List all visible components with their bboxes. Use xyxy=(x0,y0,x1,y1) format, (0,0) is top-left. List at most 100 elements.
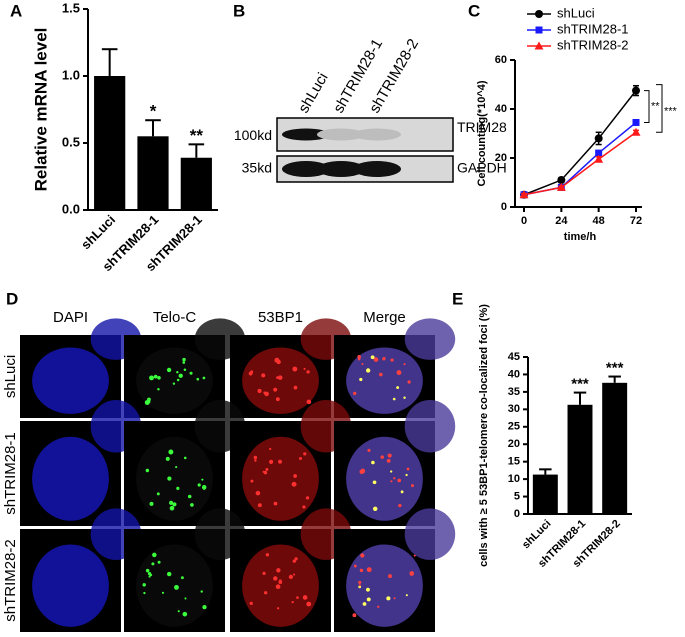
focus xyxy=(382,357,386,361)
y-tick-label: 1.5 xyxy=(62,0,80,15)
blot-band xyxy=(282,161,330,177)
focus xyxy=(182,357,186,362)
focus xyxy=(293,385,298,390)
y-tick-label: 40 xyxy=(495,103,507,115)
focus xyxy=(157,560,161,564)
y-tick-label: 45 xyxy=(508,351,520,363)
blot-band xyxy=(317,128,365,141)
focus xyxy=(182,611,188,617)
channel-label: 53BP1 xyxy=(258,309,303,326)
nucleus xyxy=(346,436,423,521)
focus xyxy=(273,576,278,581)
focus xyxy=(177,610,180,613)
bracket xyxy=(644,90,650,123)
focus xyxy=(178,373,183,378)
focus xyxy=(360,468,366,474)
focus xyxy=(386,458,391,463)
marker xyxy=(557,176,566,185)
y-tick-label: 20 xyxy=(495,152,507,164)
focus xyxy=(276,607,280,610)
focus xyxy=(276,376,279,380)
focus xyxy=(157,376,161,380)
focus xyxy=(182,361,186,364)
legend-label: shTRIM28-1 xyxy=(557,21,629,36)
y-tick-label: 0.5 xyxy=(62,134,80,149)
focus xyxy=(406,467,410,471)
focus xyxy=(264,391,269,397)
focus xyxy=(302,505,306,509)
legend-label: shLuci xyxy=(557,5,595,20)
focus xyxy=(366,567,372,573)
focus xyxy=(262,470,265,473)
focus xyxy=(197,483,201,487)
focus xyxy=(366,597,371,602)
blot-band xyxy=(353,128,401,141)
focus xyxy=(142,583,146,587)
focus xyxy=(253,455,258,460)
focus xyxy=(292,559,297,563)
protein-label: TRIM28 xyxy=(457,119,507,135)
focus xyxy=(276,568,281,573)
focus xyxy=(357,357,361,361)
focus xyxy=(278,459,282,464)
y-tick-label: 40 xyxy=(508,368,520,380)
focus xyxy=(201,478,204,481)
focus xyxy=(407,380,411,384)
focus xyxy=(352,613,357,618)
channel-label: Merge xyxy=(363,309,406,326)
condition-label: shLuci xyxy=(2,355,19,398)
bar xyxy=(567,404,593,514)
panel-letter: B xyxy=(233,1,245,20)
bar xyxy=(532,474,558,514)
focus xyxy=(273,501,278,506)
marker xyxy=(594,134,603,143)
focus xyxy=(176,378,180,382)
nucleus xyxy=(404,508,456,560)
focus xyxy=(189,371,193,375)
annotation: *** xyxy=(664,105,678,117)
focus xyxy=(291,481,297,487)
focus xyxy=(167,476,172,481)
focus xyxy=(413,554,416,557)
focus xyxy=(306,399,312,405)
focus xyxy=(149,501,154,506)
focus xyxy=(254,459,257,462)
focus xyxy=(176,486,180,490)
focus xyxy=(357,354,361,359)
focus xyxy=(149,375,154,381)
focus xyxy=(396,370,402,375)
focus xyxy=(358,580,362,584)
focus xyxy=(157,387,160,391)
focus xyxy=(373,357,379,362)
nucleus xyxy=(136,347,213,414)
marker xyxy=(632,86,640,95)
focus xyxy=(261,373,266,378)
focus xyxy=(151,562,155,566)
focus xyxy=(183,456,187,460)
y-tick-label: 15 xyxy=(508,456,520,468)
focus xyxy=(298,456,303,461)
focus xyxy=(184,597,187,600)
focus xyxy=(277,375,283,380)
focus xyxy=(305,496,310,500)
focus xyxy=(161,591,165,594)
focus xyxy=(359,568,364,573)
focus xyxy=(362,602,367,606)
focus xyxy=(202,487,206,490)
focus xyxy=(390,480,393,483)
focus xyxy=(172,502,177,507)
focus xyxy=(366,587,370,592)
blot-band xyxy=(353,161,401,177)
x-tick-label: shLuci xyxy=(520,518,554,552)
focus xyxy=(262,571,266,575)
focus xyxy=(249,601,253,605)
y-tick-label: 35 xyxy=(508,386,520,398)
focus xyxy=(360,553,365,558)
bar xyxy=(137,136,169,210)
focus xyxy=(276,359,281,365)
focus xyxy=(183,368,187,371)
y-tick-label: 30 xyxy=(508,403,520,415)
focus xyxy=(303,452,307,456)
nucleus xyxy=(404,318,456,360)
focus xyxy=(168,449,174,455)
